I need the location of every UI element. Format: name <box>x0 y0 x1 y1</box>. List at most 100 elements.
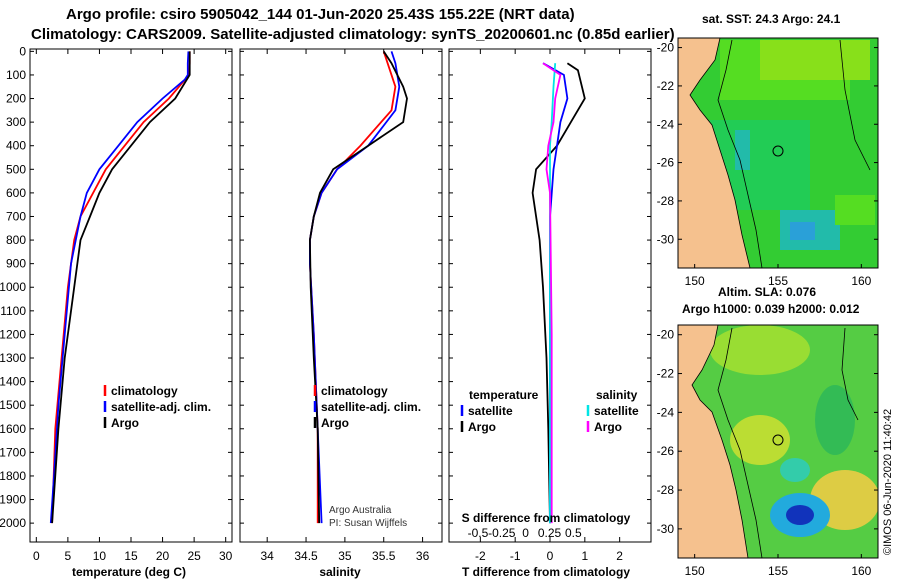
legend-label: satellite-adj. clim. <box>111 400 211 414</box>
depth-tick-label: 900 <box>6 257 26 271</box>
x-tick-label: 30 <box>219 549 233 563</box>
x-tick-label: 1 <box>581 549 588 563</box>
x-tick-label: 15 <box>124 549 138 563</box>
series-line <box>549 63 557 524</box>
depth-tick-label: 0 <box>19 44 26 58</box>
s-tick-label: -0.5 <box>468 526 489 540</box>
s-tick-label: 0 <box>522 526 529 540</box>
depth-tick-label: 400 <box>6 139 26 153</box>
legend-label: satellite-adj. clim. <box>321 400 421 414</box>
legend-label: Argo <box>321 416 349 430</box>
map-lon-label: 150 <box>685 564 705 578</box>
legend-label: climatology <box>111 384 178 398</box>
x-tick-label: 2 <box>616 549 623 563</box>
depth-tick-label: 1500 <box>0 398 26 412</box>
depth-tick-label: 1600 <box>0 422 26 436</box>
depth-tick-label: 100 <box>6 68 26 82</box>
map-lat-label: -26 <box>657 156 675 170</box>
depth-tick-label: 200 <box>6 92 26 106</box>
map-lon-label: 155 <box>768 564 788 578</box>
legend-label: climatology <box>321 384 388 398</box>
x-tick-label: 34 <box>261 549 275 563</box>
map-lon-label: 160 <box>851 564 871 578</box>
x-tick-label: 10 <box>93 549 107 563</box>
map-lat-label: -24 <box>657 405 675 419</box>
depth-tick-label: 1200 <box>0 327 26 341</box>
legend-label: Argo <box>594 420 622 434</box>
sla-map-title1: Altim. SLA: 0.076 <box>718 285 817 299</box>
series-line <box>308 50 408 524</box>
x-tick-label: -2 <box>475 549 486 563</box>
sst-contour <box>717 39 763 268</box>
map-lat-label: -28 <box>657 194 675 208</box>
series-line <box>531 62 586 524</box>
imos-watermark: ©IMOS 06-Jun-2020 11:40:42 <box>882 408 894 555</box>
map-lat-label: -20 <box>657 328 675 342</box>
x-tick-label: 35.5 <box>372 549 396 563</box>
sst-land <box>678 38 751 268</box>
legend-label: temperature <box>469 388 539 402</box>
legend-label: Argo <box>468 420 496 434</box>
map-lat-label: -20 <box>657 41 675 55</box>
depth-tick-label: 1300 <box>0 351 26 365</box>
series-line <box>51 51 191 524</box>
x-tick-label: 35 <box>338 549 352 563</box>
x-tick-label: 34.5 <box>294 549 318 563</box>
legend-label: satellite <box>468 404 513 418</box>
map-lon-label: 155 <box>768 274 788 288</box>
title-line1: Argo profile: csiro 5905042_144 01-Jun-2… <box>66 6 575 23</box>
sla-land <box>678 325 749 558</box>
x-tick-label: 5 <box>65 549 72 563</box>
series-line <box>308 51 401 524</box>
sst-map <box>677 37 879 269</box>
map-lat-label: -28 <box>657 483 675 497</box>
temperature-panel: 0 5 10 15 20 25 30 climatology satellite-adj. cl… <box>29 48 233 563</box>
legend-label: salinity <box>596 388 638 402</box>
s-tick-label: 0.5 <box>565 526 582 540</box>
x-tick-label: 20 <box>156 549 170 563</box>
map-lat-label: -24 <box>657 117 675 131</box>
salinity-xlabel: salinity <box>319 565 361 579</box>
difference-xlabel: T difference from climatology <box>462 565 630 579</box>
map-lat-label: -30 <box>657 232 675 246</box>
sla-contour <box>717 327 763 558</box>
x-tick-label: 36 <box>416 549 430 563</box>
depth-tick-label: 2000 <box>0 516 26 530</box>
sst-argo-marker <box>772 145 784 157</box>
temperature-xlabel: temperature (deg C) <box>72 565 186 579</box>
depth-tick-label: 1800 <box>0 469 26 483</box>
depth-tick-label: 700 <box>6 209 26 223</box>
s-tick-label: 0.25 <box>538 526 562 540</box>
map-lat-label: -26 <box>657 444 675 458</box>
sla-argo-marker <box>772 434 784 446</box>
salinity-panel: 34 34.5 35 35.5 36 climatology satellite-adj. … <box>239 48 443 563</box>
credit-line2: PI: Susan Wijffels <box>329 518 407 529</box>
legend-label: Argo <box>111 416 139 430</box>
depth-tick-label: 1700 <box>0 445 26 459</box>
sla-map <box>677 324 879 559</box>
depth-tick-label: 300 <box>6 115 26 129</box>
sst-map-title: sat. SST: 24.3 Argo: 24.1 <box>702 12 841 26</box>
depth-tick-label: 1000 <box>0 280 26 294</box>
difference-panel: -2 -1 0 1 2-0.5 -0.25 0 0.25 0.5temperaturesatel… <box>448 48 652 563</box>
panel-frame <box>239 48 443 543</box>
legend-label: satellite <box>594 404 639 418</box>
series-line <box>542 62 562 524</box>
map-lat-label: -22 <box>657 79 675 93</box>
depth-tick-label: 1100 <box>0 304 26 318</box>
sla-map-title2: Argo h1000: 0.039 h2000: 0.012 <box>682 302 860 316</box>
depth-tick-label: 1900 <box>0 493 26 507</box>
depth-tick-label: 500 <box>6 162 26 176</box>
x-tick-label: 25 <box>187 549 201 563</box>
depth-tick-label: 1400 <box>0 375 26 389</box>
s-difference-label: S difference from climatology <box>462 511 631 525</box>
s-tick-label: -0.25 <box>488 526 516 540</box>
depth-tick-label: 800 <box>6 233 26 247</box>
map-axes: -20 -22 -24 -26 -28 -30 150 155 160 -20 -22 -24 -26 -… <box>657 41 878 578</box>
map-lat-label: -22 <box>657 367 675 381</box>
title-line2: Climatology: CARS2009. Satellite-adjuste… <box>31 26 675 43</box>
depth-axis: 0 100 200 300 400 500 600 700 800 900 1000 1100 1200… <box>0 44 26 530</box>
credit-line1: Argo Australia <box>329 505 392 516</box>
